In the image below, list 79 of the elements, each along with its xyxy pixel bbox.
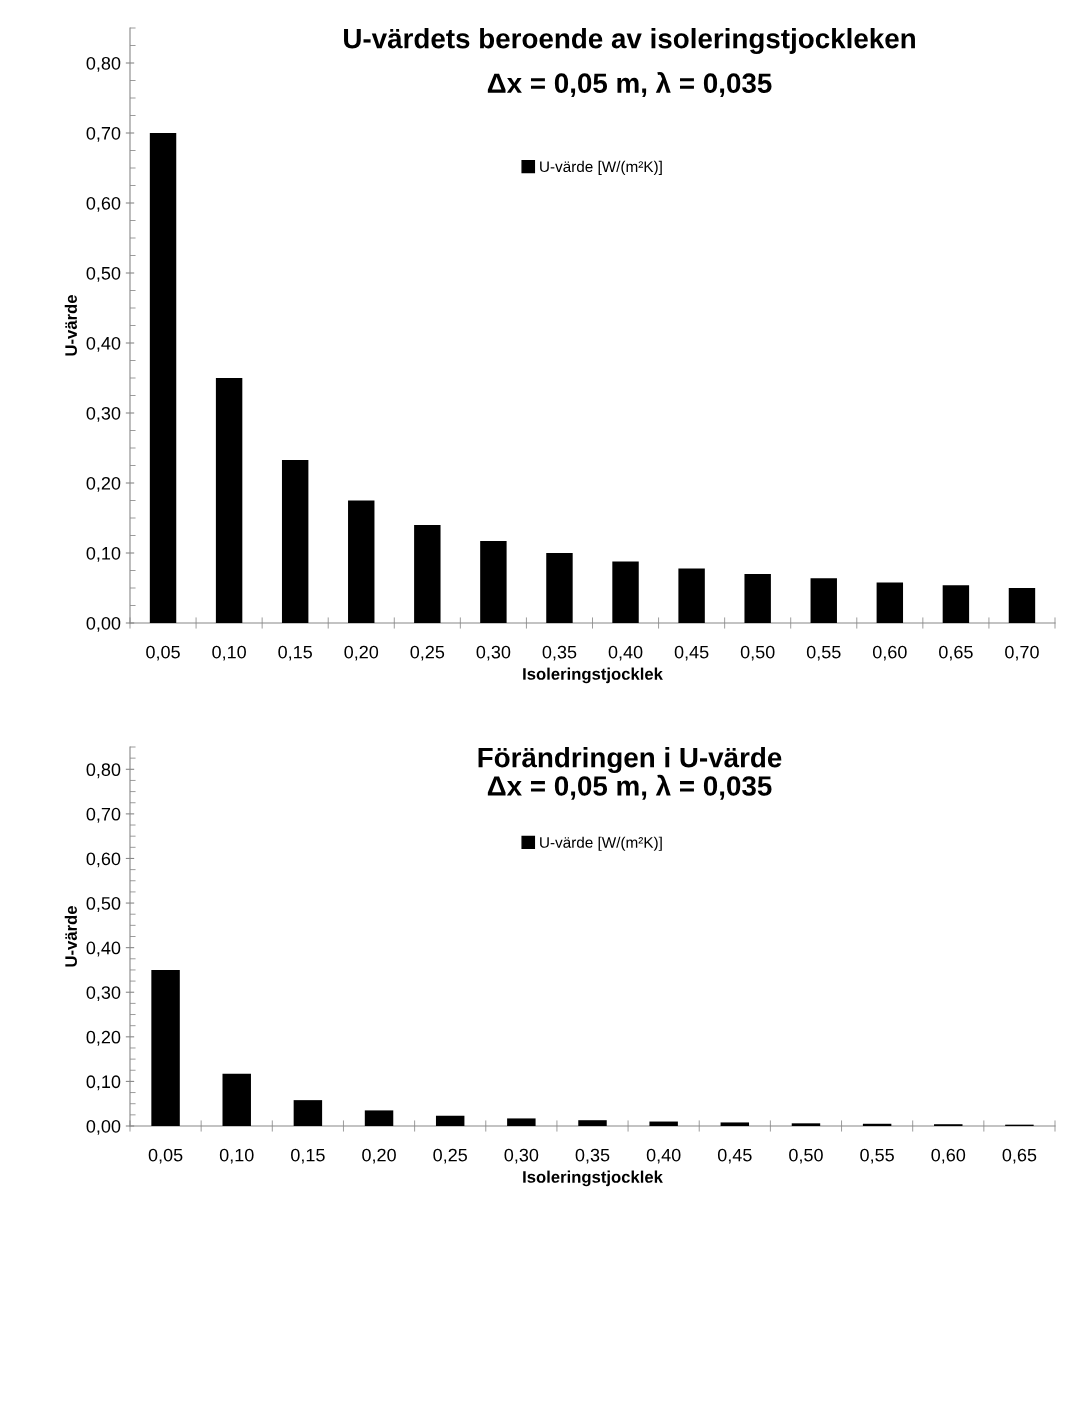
bar <box>215 378 243 623</box>
x-axis-title: Isoleringstjocklek <box>523 667 663 684</box>
bar <box>222 1073 251 1126</box>
x-tick-label: 0,40 <box>646 1148 681 1164</box>
x-tick-label: 0,20 <box>344 645 379 661</box>
y-tick-label: 0,00 <box>86 1119 121 1135</box>
bar <box>435 1115 465 1126</box>
bar <box>1008 588 1036 623</box>
bar <box>281 459 309 623</box>
bar <box>720 1122 750 1126</box>
bar <box>876 582 904 623</box>
y-tick-label: 0,50 <box>86 896 121 912</box>
x-tick-label: 0,60 <box>931 1148 966 1164</box>
legend-label: U-värde [W/(m²K)] <box>540 836 662 851</box>
y-tick-label: 0,30 <box>86 406 121 422</box>
text: Δx = 0,05 m, λ = 0,035 <box>487 774 772 800</box>
x-tick-label: 0,05 <box>148 1148 183 1164</box>
bar <box>546 553 573 623</box>
bar <box>414 525 441 623</box>
bar <box>480 541 507 623</box>
bar <box>942 585 970 623</box>
x-tick-label: 0,65 <box>939 645 973 661</box>
bar <box>348 500 375 623</box>
chart-title: U-värdets beroende av isoleringstjockleken <box>344 28 915 55</box>
y-tick-label: 0,50 <box>86 266 121 282</box>
y-tick-label: 0,80 <box>86 56 121 72</box>
bar <box>149 133 177 623</box>
y-tick-label: 0,20 <box>86 1030 121 1046</box>
y-tick-label: 0,70 <box>86 807 121 823</box>
bar <box>507 1118 536 1126</box>
y-tick-label: 0,40 <box>86 336 121 352</box>
x-tick-label: 0,15 <box>291 1148 325 1164</box>
x-tick-label: 0,10 <box>219 1148 254 1164</box>
x-tick-label: 0,65 <box>1002 1148 1037 1164</box>
bar <box>678 568 705 623</box>
x-tick-label: 0,30 <box>504 1148 539 1164</box>
x-tick-label: 0,55 <box>806 645 841 661</box>
y-tick-label: 0,60 <box>86 196 121 212</box>
bar <box>810 578 837 623</box>
x-tick-label: 0,70 <box>1005 645 1039 661</box>
x-tick-label: 0,40 <box>608 645 643 661</box>
bar <box>293 1100 323 1126</box>
bar <box>364 1110 394 1126</box>
bar <box>791 1123 821 1126</box>
x-tick-label: 0,45 <box>674 645 709 661</box>
text: Δx = 0,05 m, λ = 0,035 <box>487 71 772 98</box>
x-tick-label: 0,50 <box>789 1148 823 1164</box>
bar <box>744 574 771 623</box>
y-tick-label: 0,30 <box>86 986 121 1002</box>
y-axis-title: U-värde <box>64 295 77 356</box>
x-tick-label: 0,05 <box>146 645 180 661</box>
x-tick-label: 0,30 <box>476 645 511 661</box>
x-tick-label: 0,15 <box>278 645 312 661</box>
x-tick-label: 0,45 <box>717 1148 752 1164</box>
y-tick-label: 0,80 <box>86 763 121 779</box>
y-tick-label: 0,70 <box>86 126 121 142</box>
y-tick-label: 0,20 <box>86 476 121 492</box>
x-axis-title: Isoleringstjocklek <box>523 1170 663 1187</box>
chart-title: Förändringen i U-värde <box>478 747 782 774</box>
x-tick-label: 0,35 <box>575 1148 610 1164</box>
y-tick-label: 0,00 <box>86 616 121 632</box>
x-tick-label: 0,50 <box>740 645 775 661</box>
x-tick-label: 0,35 <box>542 645 577 661</box>
y-tick-label: 0,40 <box>86 941 121 957</box>
bar <box>612 561 639 623</box>
bar <box>578 1120 607 1126</box>
x-tick-label: 0,60 <box>872 645 907 661</box>
y-tick-label: 0,60 <box>86 852 121 868</box>
x-tick-label: 0,55 <box>860 1148 894 1164</box>
bar <box>151 969 180 1126</box>
bar <box>649 1121 678 1126</box>
x-tick-label: 0,20 <box>362 1148 396 1164</box>
y-axis-title: U-värde <box>64 906 77 967</box>
y-tick-label: 0,10 <box>86 546 121 562</box>
y-tick-label: 0,10 <box>86 1075 121 1091</box>
x-tick-label: 0,25 <box>433 1148 468 1164</box>
x-tick-label: 0,25 <box>410 645 445 661</box>
legend-label: U-värde [W/(m²K)] <box>540 160 662 176</box>
x-tick-label: 0,10 <box>212 645 246 661</box>
